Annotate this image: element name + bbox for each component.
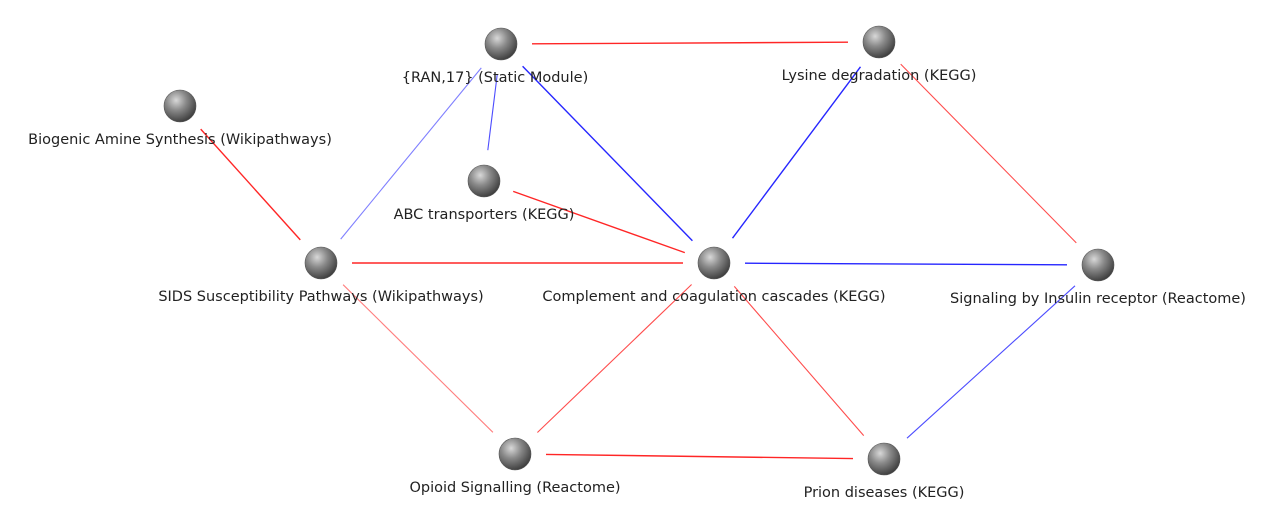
edge-ran17-lysine (531, 41, 849, 45)
edge-ran17-abc (487, 74, 498, 151)
edge-lysine-complement (731, 66, 862, 239)
edge-lysine-insulin (900, 63, 1077, 244)
node-opioid[interactable]: Opioid Signalling (Reactome) (409, 437, 621, 496)
edge-ran17-complement (522, 65, 693, 242)
node-label-opioid: Opioid Signalling (Reactome) (409, 480, 620, 496)
edges-layer (200, 41, 1077, 460)
node-complement[interactable]: Complement and coagulation cascades (KEG… (542, 246, 886, 305)
node-circle-prion[interactable] (867, 442, 901, 476)
node-label-biogenic: Biogenic Amine Synthesis (Wikipathways) (28, 132, 332, 148)
edge-complement-prion (733, 286, 865, 436)
nodes-layer: {RAN,17} (Static Module) Lysine degradati… (28, 25, 1246, 501)
node-abc[interactable]: ABC transporters (KEGG) (394, 164, 575, 223)
node-circle-abc[interactable] (467, 164, 501, 198)
node-label-abc: ABC transporters (KEGG) (394, 207, 575, 223)
edge-complement-opioid (537, 284, 692, 433)
node-circle-opioid[interactable] (498, 437, 532, 471)
edge-insulin-prion (906, 285, 1076, 439)
node-label-sids: SIDS Susceptibility Pathways (Wikipathwa… (158, 289, 483, 305)
node-circle-ran17[interactable] (484, 27, 518, 61)
node-prion[interactable]: Prion diseases (KEGG) (804, 442, 965, 501)
edge-abc-complement (512, 190, 686, 254)
node-circle-biogenic[interactable] (163, 89, 197, 123)
node-circle-lysine[interactable] (862, 25, 896, 59)
node-insulin[interactable]: Signaling by Insulin receptor (Reactome) (950, 248, 1246, 307)
node-label-insulin: Signaling by Insulin receptor (Reactome) (950, 291, 1246, 307)
edge-complement-insulin (744, 262, 1068, 266)
node-label-prion: Prion diseases (KEGG) (804, 485, 965, 501)
node-biogenic[interactable]: Biogenic Amine Synthesis (Wikipathways) (28, 89, 332, 148)
edge-sids-opioid (342, 284, 494, 433)
node-label-complement: Complement and coagulation cascades (KEG… (542, 289, 885, 305)
edge-biogenic-sids (200, 128, 301, 241)
edge-opioid-prion (545, 453, 854, 460)
node-label-ran17: {RAN,17} (Static Module) (402, 70, 588, 86)
node-circle-complement[interactable] (697, 246, 731, 280)
node-label-lysine: Lysine degradation (KEGG) (782, 68, 977, 84)
node-circle-insulin[interactable] (1081, 248, 1115, 282)
node-ran17[interactable]: {RAN,17} (Static Module) (402, 27, 588, 86)
edge-ran17-sids (340, 67, 482, 240)
node-circle-sids[interactable] (304, 246, 338, 280)
node-lysine[interactable]: Lysine degradation (KEGG) (782, 25, 977, 84)
node-sids[interactable]: SIDS Susceptibility Pathways (Wikipathwa… (158, 246, 484, 305)
